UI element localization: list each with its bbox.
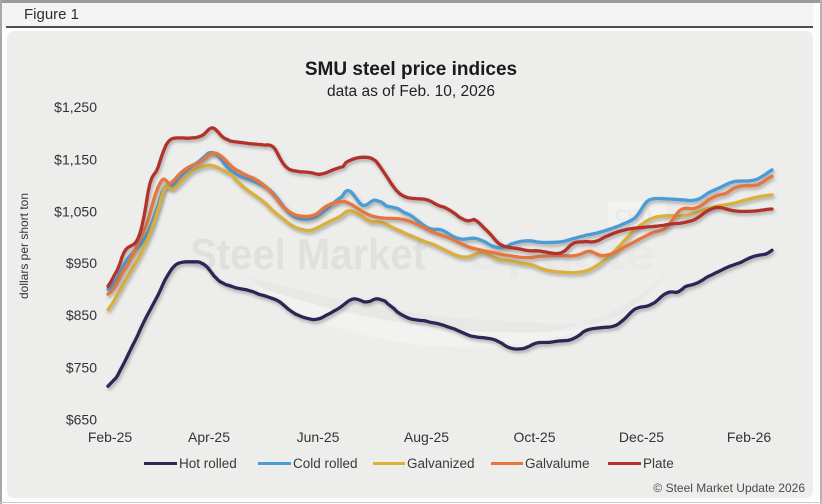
svg-text:$1,250: $1,250: [54, 99, 97, 115]
svg-text:SMU steel price indices: SMU steel price indices: [305, 59, 517, 80]
svg-text:Plate: Plate: [643, 456, 674, 471]
svg-text:$1,050: $1,050: [54, 204, 97, 220]
svg-text:© Steel Market Update 2026: © Steel Market Update 2026: [653, 481, 805, 495]
svg-text:Oct-25: Oct-25: [513, 429, 555, 445]
svg-text:Feb-25: Feb-25: [88, 429, 133, 445]
svg-text:$850: $850: [66, 307, 97, 323]
svg-text:dollars per short ton: dollars per short ton: [17, 193, 31, 299]
svg-text:Steel Market: Steel Market: [190, 230, 426, 279]
svg-text:Galvanized: Galvanized: [407, 456, 475, 471]
svg-text:Hot rolled: Hot rolled: [179, 456, 237, 471]
svg-text:Jun-25: Jun-25: [297, 429, 340, 445]
svg-text:Cold rolled: Cold rolled: [293, 456, 358, 471]
svg-text:Apr-25: Apr-25: [188, 429, 230, 445]
svg-text:$650: $650: [66, 412, 97, 428]
svg-text:Dec-25: Dec-25: [619, 429, 664, 445]
svg-text:$950: $950: [66, 255, 97, 271]
svg-text:$1,150: $1,150: [54, 152, 97, 168]
svg-text:data as of Feb. 10, 2026: data as of Feb. 10, 2026: [327, 83, 495, 100]
svg-text:Aug-25: Aug-25: [404, 429, 449, 445]
svg-text:CRU: CRU: [615, 206, 652, 225]
svg-text:Galvalume: Galvalume: [525, 456, 590, 471]
svg-text:Feb-26: Feb-26: [727, 429, 772, 445]
svg-text:$750: $750: [66, 360, 97, 376]
